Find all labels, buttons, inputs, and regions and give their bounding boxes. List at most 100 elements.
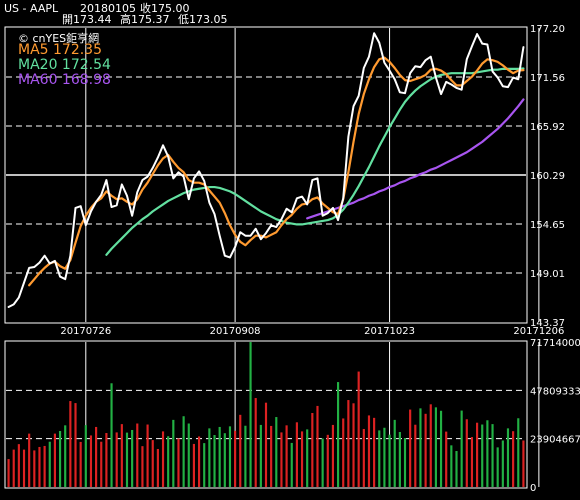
legend-ma5: MA5 172.35	[18, 42, 102, 58]
volume-y-tick-label: 23904667	[530, 435, 580, 446]
volume-bar	[187, 423, 190, 487]
volume-bar	[192, 443, 196, 487]
series-line-ma5	[28, 56, 525, 287]
series-line-price	[7, 32, 525, 308]
volume-bar	[316, 405, 319, 487]
volume-bar	[95, 426, 98, 487]
x-tick-label: 20171023	[364, 326, 415, 337]
price-y-tick-label: 149.01	[530, 269, 565, 280]
volume-bar	[336, 382, 340, 487]
volume-bar	[197, 436, 201, 487]
volume-bar	[403, 438, 407, 487]
volume-bar	[259, 424, 262, 487]
volume-bar	[285, 425, 288, 487]
volume-bar	[388, 434, 391, 487]
volume-bar	[264, 402, 268, 487]
volume-bar	[167, 436, 170, 487]
series-line-ma20	[105, 67, 525, 256]
volume-bar	[228, 426, 232, 487]
volume-bar	[17, 444, 20, 487]
volume-bar	[105, 433, 108, 487]
legend-ma20: MA20 172.54	[18, 57, 111, 73]
volume-bar	[419, 408, 422, 487]
price-panel-frame	[4, 26, 528, 324]
volume-bar	[409, 409, 412, 487]
volume-bar	[342, 418, 345, 487]
header-close: 收175.00	[140, 2, 190, 15]
volume-bar	[84, 425, 87, 487]
volume-bar	[79, 441, 82, 487]
volume-bar	[367, 415, 371, 487]
volume-bar	[53, 433, 56, 487]
price-y-tick-label: 171.56	[530, 73, 565, 84]
price-y-tick-label: 177.20	[530, 24, 565, 35]
volume-bar	[100, 441, 103, 487]
volume-bar	[429, 404, 432, 487]
volume-bar	[28, 433, 31, 487]
volume-bar	[476, 422, 479, 487]
x-tick-label: 20171206	[513, 326, 564, 337]
volume-bar	[48, 441, 51, 487]
volume-bar	[58, 430, 62, 487]
volume-bar	[300, 431, 304, 487]
volume-bar	[89, 435, 93, 487]
volume-bar	[414, 424, 417, 487]
price-y-tick-label: 165.92	[530, 122, 565, 133]
volume-bar	[244, 425, 247, 487]
volume-bar	[141, 446, 144, 487]
volume-bar	[69, 401, 72, 487]
volume-bar	[239, 414, 242, 487]
volume-bar	[357, 371, 360, 487]
volume-bar	[326, 434, 329, 487]
price-y-tick-label: 154.65	[530, 220, 565, 231]
volume-bar	[115, 432, 118, 487]
volume-bar	[501, 440, 504, 487]
volume-bar	[506, 428, 510, 487]
series-line-ma60	[306, 98, 525, 220]
volume-bar	[182, 416, 185, 487]
volume-bar	[110, 383, 113, 487]
volume-bar	[270, 425, 273, 487]
volume-bar	[234, 430, 237, 487]
volume-bar	[362, 428, 365, 487]
volume-bar	[398, 432, 401, 487]
volume-bar	[465, 419, 468, 487]
volume-bar	[120, 424, 123, 487]
volume-bar	[125, 432, 129, 487]
header-open: 開173.44	[62, 13, 112, 26]
header-date: 20180105	[80, 2, 136, 15]
x-tick-label: 20170726	[60, 326, 111, 337]
volume-bar	[424, 413, 427, 487]
volume-bar	[295, 422, 298, 487]
volume-bar	[347, 400, 350, 487]
legend-brand: © cnYES鉅亨網	[18, 32, 100, 45]
volume-bar	[486, 420, 489, 487]
volume-bar	[491, 424, 494, 487]
volume-bar	[290, 442, 293, 487]
volume-bar	[254, 398, 257, 487]
volume-bar	[352, 403, 355, 487]
volume-bar	[249, 342, 252, 487]
volume-bar	[213, 435, 216, 487]
volume-y-tick-label: 71714000	[530, 338, 580, 349]
volume-bar	[460, 410, 463, 487]
volume-bar	[321, 438, 324, 487]
volume-bar	[280, 432, 283, 487]
volume-bar	[131, 429, 134, 487]
header-symbol: US - AAPL	[4, 2, 59, 15]
volume-bar	[331, 424, 335, 487]
volume-bar	[136, 423, 139, 487]
volume-bar	[172, 419, 175, 487]
volume-bar	[151, 440, 154, 487]
volume-bar	[223, 433, 226, 487]
volume-bar	[373, 417, 376, 487]
volume-bar	[517, 418, 520, 487]
volume-y-tick-label: 47809333	[530, 386, 580, 397]
volume-bar	[445, 431, 448, 487]
volume-bar	[434, 407, 437, 487]
volume-bar	[7, 459, 10, 487]
volume-bar	[496, 447, 499, 487]
volume-bar	[161, 431, 165, 487]
volume-bar	[74, 403, 77, 487]
